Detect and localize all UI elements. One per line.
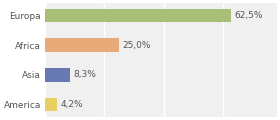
Bar [45, 98, 57, 111]
Text: 4,2%: 4,2% [61, 100, 84, 109]
Bar [45, 38, 119, 52]
Text: 25,0%: 25,0% [123, 41, 151, 50]
Text: 8,3%: 8,3% [73, 70, 96, 79]
Bar [45, 68, 70, 82]
Bar [45, 9, 230, 22]
Text: 62,5%: 62,5% [234, 11, 263, 20]
